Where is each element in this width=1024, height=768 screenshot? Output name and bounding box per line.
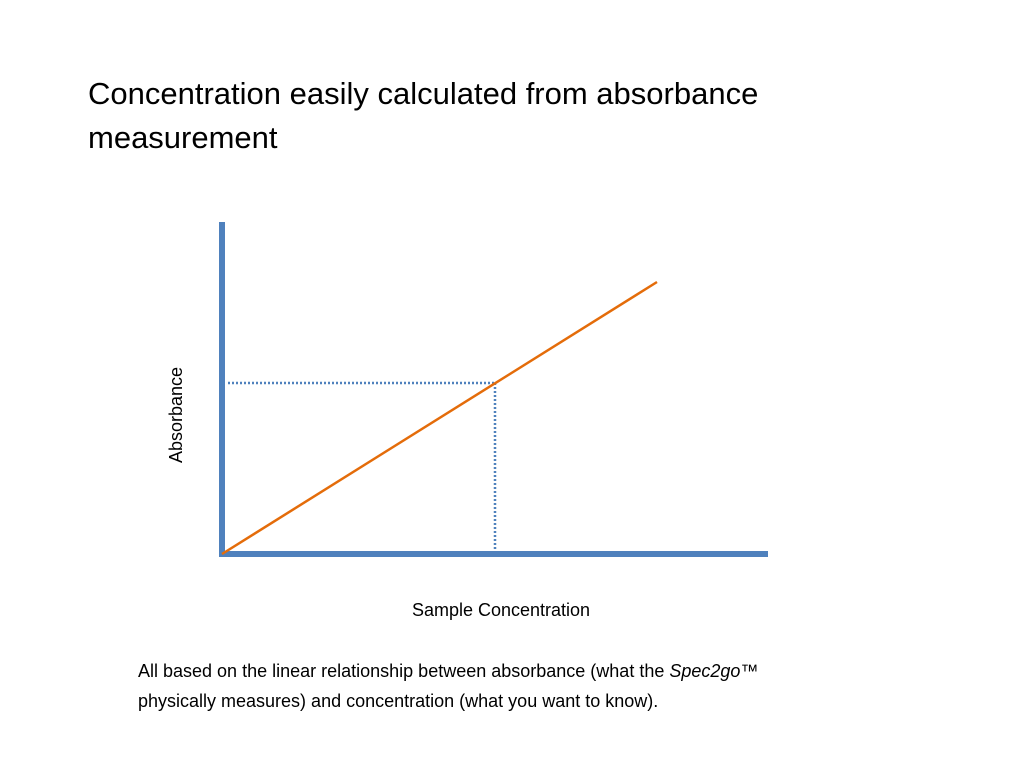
product-name: Spec2go™ (669, 661, 759, 681)
caption: All based on the linear relationship bet… (138, 656, 998, 716)
linear-relationship (221, 280, 658, 556)
y-axis-label: Absorbance (166, 367, 186, 463)
x-axis-label: Sample Concentration (412, 600, 590, 620)
caption-text: All based on the linear relationship bet… (138, 661, 670, 681)
slide-title: Concentration easily calculated from abs… (88, 76, 759, 155)
caption-text: physically measures) and concentration (… (138, 691, 659, 711)
